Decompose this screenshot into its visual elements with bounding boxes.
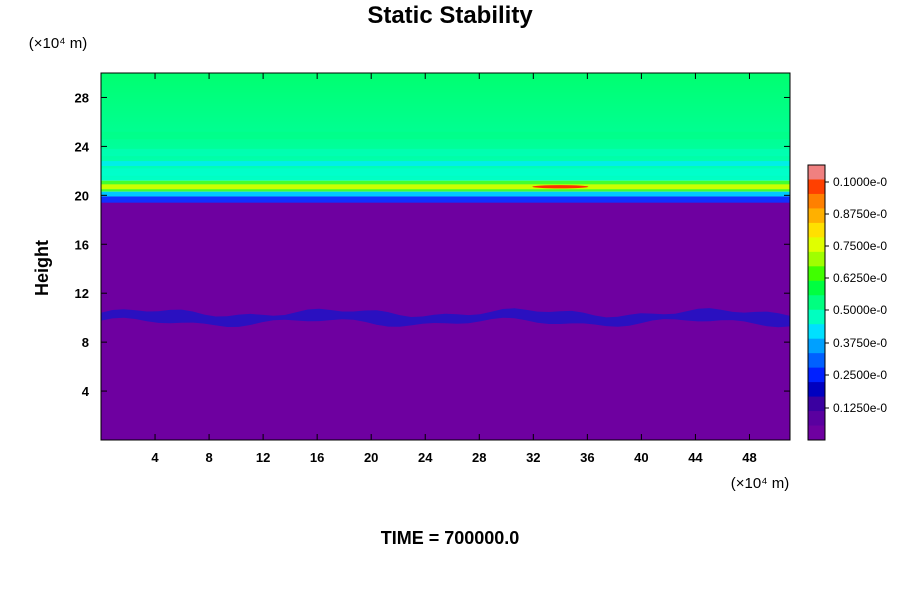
band-transition — [101, 191, 790, 197]
colorbar-swatch — [808, 411, 825, 427]
x-tick-label: 4 — [151, 450, 159, 465]
time-label: TIME = 700000.0 — [380, 528, 520, 548]
colorbar-swatch — [808, 425, 825, 441]
colorbar-label: 0.3750e-0 — [833, 336, 887, 350]
colorbar-label: 0.5000e-0 — [833, 303, 887, 317]
y-tick-label: 28 — [75, 90, 89, 105]
colorbar-swatch — [808, 266, 825, 282]
colorbar-label: 0.6250e-0 — [833, 271, 887, 285]
y-axis: 4 8 12 16 20 24 28 — [75, 90, 790, 399]
x-tick-label: 8 — [205, 450, 212, 465]
colorbar-label: 0.7500e-0 — [833, 239, 887, 253]
local-maximum — [532, 185, 589, 189]
y-tick-label: 24 — [75, 139, 90, 154]
x-tick-label: 16 — [310, 450, 324, 465]
x-tick-label: 32 — [526, 450, 540, 465]
y-tick-label: 4 — [82, 384, 90, 399]
colorbar-swatch — [808, 165, 825, 180]
colorbar-swatch — [808, 353, 825, 369]
x-tick-label: 28 — [472, 450, 486, 465]
band-stripe — [101, 161, 790, 166]
band-stripe — [101, 148, 790, 157]
colorbar-swatch — [808, 367, 825, 383]
band-peak — [101, 184, 790, 190]
band-stripe — [101, 131, 790, 140]
colorbar-swatch — [808, 295, 825, 311]
y-axis-unit: (×10⁴ m) — [29, 35, 88, 52]
colorbar-swatch — [808, 251, 825, 267]
x-tick-label: 12 — [256, 450, 270, 465]
colorbar-label: 0.8750e-0 — [833, 207, 887, 221]
colorbar-frame — [807, 164, 826, 441]
colorbar-label: 0.1250e-0 — [833, 401, 887, 415]
x-tick-label: 36 — [580, 450, 594, 465]
x-axis-unit: (×10⁴ m) — [731, 475, 790, 492]
x-axis: 4 8 12 16 20 24 28 32 36 40 44 48 — [151, 73, 757, 465]
y-tick-label: 8 — [82, 335, 89, 350]
y-axis-label: Height — [32, 240, 52, 296]
x-tick-label: 40 — [634, 450, 648, 465]
colorbar-swatch — [808, 193, 825, 209]
colorbar-label: 0.1000e-0 — [833, 175, 887, 189]
colorbar-swatch — [808, 222, 825, 238]
x-tick-label: 44 — [688, 450, 703, 465]
colorbar-swatch — [808, 208, 825, 224]
chart-title: Static Stability — [367, 2, 533, 29]
colorbar-label: 0.2500e-0 — [833, 368, 887, 382]
band-min-lower — [101, 308, 790, 328]
plot-area — [100, 72, 791, 441]
x-tick-label: 20 — [364, 450, 378, 465]
colorbar-swatch — [808, 179, 825, 195]
colorbar: 0.1000e-0 0.8750e-0 0.7500e-0 0.6250e-0 0.50… — [807, 164, 887, 441]
colorbar-swatch — [808, 396, 825, 412]
y-tick-label: 12 — [75, 286, 89, 301]
y-tick-label: 20 — [75, 188, 89, 203]
colorbar-swatch — [808, 324, 825, 340]
band-stripe — [101, 168, 790, 176]
colorbar-swatch — [808, 237, 825, 253]
plot-frame — [100, 72, 791, 441]
colorbar-swatch — [808, 382, 825, 398]
x-tick-label: 24 — [418, 450, 433, 465]
x-tick-label: 48 — [742, 450, 756, 465]
colorbar-swatch — [808, 280, 825, 296]
colorbar-swatch — [808, 338, 825, 354]
colorbar-swatch — [808, 309, 825, 325]
y-tick-label: 16 — [75, 237, 89, 252]
band-min-upper — [101, 196, 790, 203]
